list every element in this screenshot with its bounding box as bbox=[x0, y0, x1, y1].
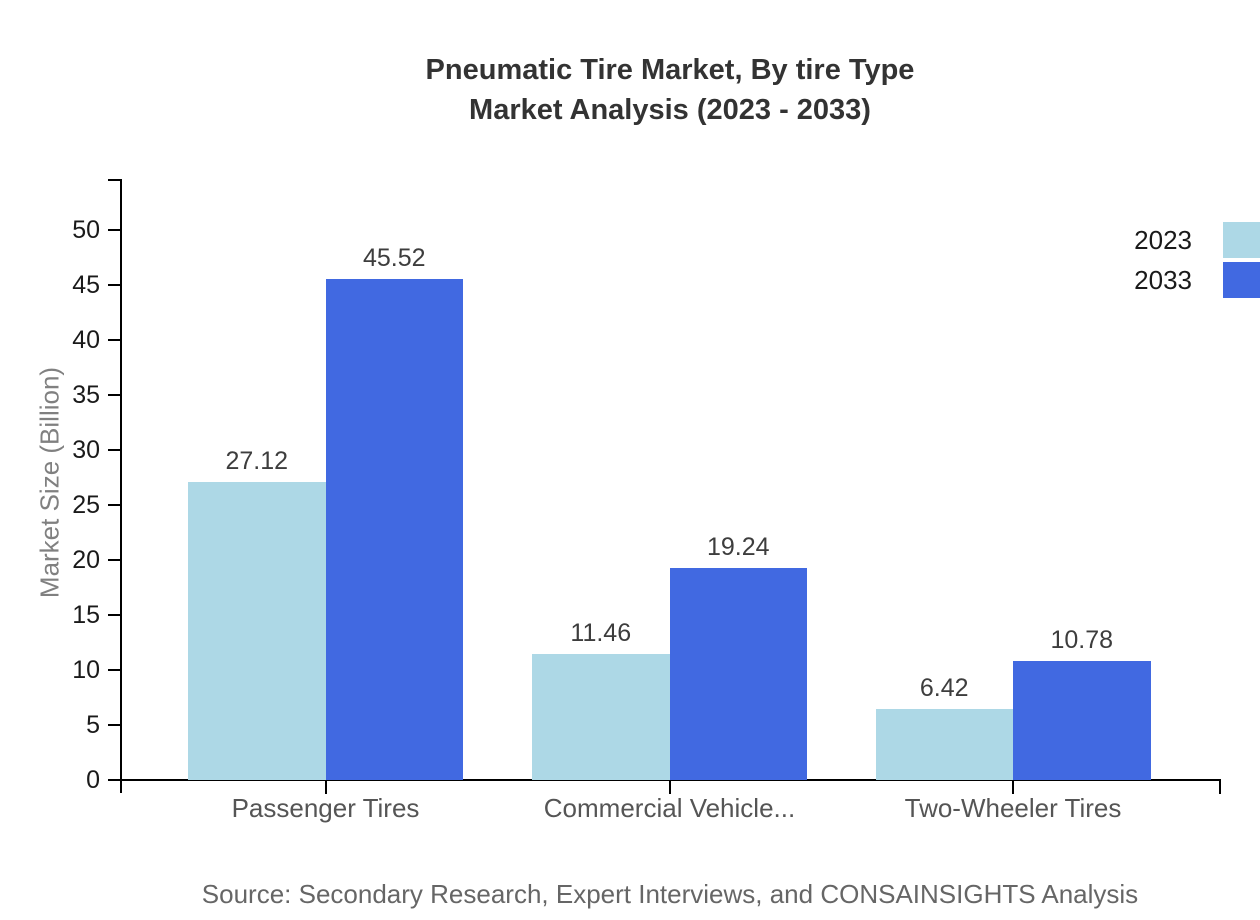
y-tick-mark-40 bbox=[108, 339, 122, 341]
y-tick-label-50: 50 bbox=[72, 216, 100, 244]
legend-swatch-2023 bbox=[1223, 222, 1260, 258]
bar-value-2033-commercial-vehicle: 19.24 bbox=[706, 533, 770, 562]
x-axis-end-tick bbox=[1219, 780, 1221, 794]
x-tick-mark-two-wheeler-tires bbox=[1012, 780, 1014, 794]
chart-title-line1: Pneumatic Tire Market, By tire Type bbox=[425, 54, 915, 86]
y-tick-label-25: 25 bbox=[72, 491, 100, 519]
y-tick-label-0: 0 bbox=[86, 766, 100, 794]
legend-label-2033: 2033 bbox=[1134, 265, 1192, 295]
y-tick-label-40: 40 bbox=[72, 326, 100, 354]
y-tick-mark-50 bbox=[108, 229, 122, 231]
y-axis-end-tick bbox=[108, 179, 122, 181]
y-tick-mark-30 bbox=[108, 449, 122, 451]
bar-value-2023-passenger-tires: 27.12 bbox=[225, 446, 289, 475]
bar-2023-passenger-tires bbox=[188, 481, 326, 780]
y-tick-mark-20 bbox=[108, 559, 122, 561]
y-tick-mark-0 bbox=[108, 779, 122, 781]
bar-value-2023-commercial-vehicle: 11.46 bbox=[570, 618, 632, 647]
y-tick-label-30: 30 bbox=[72, 436, 100, 464]
y-tick-mark-15 bbox=[108, 614, 122, 616]
y-tick-mark-25 bbox=[108, 504, 122, 506]
chart-title-line2: Market Analysis (2023 - 2033) bbox=[469, 94, 871, 126]
y-tick-label-15: 15 bbox=[72, 601, 100, 629]
bar-value-2023-two-wheeler-tires: 6.42 bbox=[919, 674, 969, 703]
y-axis-title: Market Size (Billion) bbox=[34, 366, 65, 599]
bar-2023-two-wheeler-tires bbox=[875, 709, 1013, 780]
bar-2023-commercial-vehicle bbox=[532, 653, 670, 780]
bar-2033-passenger-tires bbox=[325, 279, 463, 780]
legend-swatch-2033 bbox=[1223, 262, 1260, 298]
y-tick-label-45: 45 bbox=[72, 271, 100, 299]
category-label-commercial-vehicle: Commercial Vehicle... bbox=[543, 793, 796, 823]
source-note: Source: Secondary Research, Expert Inter… bbox=[201, 879, 1139, 909]
bar-2033-two-wheeler-tires bbox=[1013, 661, 1151, 780]
bar-2033-commercial-vehicle bbox=[669, 568, 807, 780]
y-tick-mark-45 bbox=[108, 284, 122, 286]
x-tick-mark-commercial-vehicle bbox=[668, 780, 671, 794]
chart-title: Pneumatic Tire Market, By tire Type Mark… bbox=[80, 50, 1260, 130]
category-label-passenger-tires: Passenger Tires bbox=[231, 793, 420, 823]
y-tick-label-10: 10 bbox=[72, 656, 100, 684]
category-label-two-wheeler-tires: Two-Wheeler Tires bbox=[904, 793, 1122, 823]
y-tick-mark-35 bbox=[108, 394, 122, 396]
x-axis-line bbox=[108, 779, 1221, 781]
y-axis-line bbox=[120, 180, 122, 793]
y-tick-label-5: 5 bbox=[86, 711, 100, 739]
y-tick-mark-10 bbox=[108, 669, 122, 671]
legend-label-2023: 2023 bbox=[1134, 225, 1192, 255]
bar-value-2033-passenger-tires: 45.52 bbox=[362, 244, 426, 273]
y-tick-mark-5 bbox=[108, 724, 122, 726]
x-tick-mark-passenger-tires bbox=[324, 780, 327, 794]
y-tick-label-35: 35 bbox=[72, 381, 100, 409]
bar-value-2033-two-wheeler-tires: 10.78 bbox=[1050, 626, 1114, 655]
y-tick-label-20: 20 bbox=[72, 546, 100, 574]
